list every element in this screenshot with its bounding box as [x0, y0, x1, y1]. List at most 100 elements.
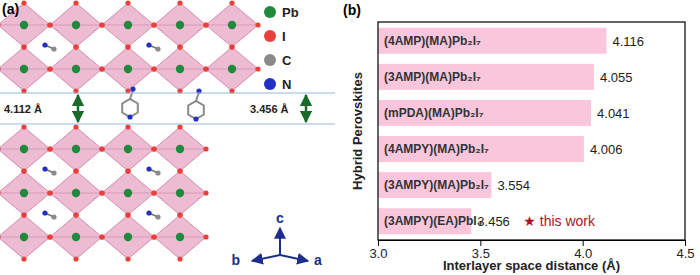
bar: [378, 64, 594, 90]
category-label: (4AMP)(MA)Pb₂I₇: [384, 34, 481, 48]
iodine-atom: [99, 190, 104, 195]
lead-atom: [176, 145, 184, 153]
iodine-atom: [255, 22, 260, 27]
iodine-atom: [203, 66, 208, 71]
category-label: (3AMP)(MA)Pb₂I₇: [384, 70, 481, 84]
iodine-atom: [177, 124, 182, 129]
lead-atom: [124, 21, 132, 29]
iodine-atom: [125, 124, 130, 129]
data-label: 4.041: [597, 106, 630, 121]
iodine-atom: [151, 146, 156, 151]
panel-b: 3.03.54.04.5(4AMP)(MA)Pb₂I₇(3AMP)(MA)Pb₂…: [343, 2, 695, 273]
iodine-atom: [47, 190, 52, 195]
octahedron: [154, 127, 206, 171]
carbon-atom: [51, 214, 56, 219]
tick-mark: [480, 240, 481, 246]
iodine-atom: [203, 66, 208, 71]
category-labels: (4AMP)(MA)Pb₂I₇(3AMP)(MA)Pb₂I₇(mPDA)(MA)…: [384, 34, 489, 228]
lead-atom: [176, 21, 184, 29]
nitrogen-atom: [42, 166, 47, 171]
iodine-atom: [0, 66, 1, 71]
category-label: (4AMPY)(MA)Pb₂I₇: [384, 142, 489, 156]
iodine-atom: [21, 212, 26, 217]
legend-label: C: [282, 53, 292, 68]
iodine-atom: [177, 168, 182, 173]
lead-atom: [20, 189, 28, 197]
octahedron: [0, 127, 50, 171]
nitrogen-atom: [146, 210, 151, 215]
crystal-axis-arrow: [280, 255, 308, 261]
category-label: (3AMPY)(MA)Pb₂I₇: [384, 178, 489, 192]
nitrogen-atom: [146, 166, 151, 171]
iodine-atom: [47, 66, 52, 71]
iodine-atom: [47, 146, 52, 151]
octahedron: [102, 47, 154, 91]
lead-atom: [124, 65, 132, 73]
tick-mark: [685, 240, 686, 246]
iodine-atom: [177, 212, 182, 217]
octahedron: [206, 3, 258, 47]
octahedron: [50, 127, 102, 171]
lead-atom: [124, 145, 132, 153]
lead-atom: [72, 233, 80, 241]
octahedron: [50, 3, 102, 47]
iodine-atom: [0, 190, 1, 195]
lead-atom: [72, 189, 80, 197]
iodine-atom: [99, 234, 104, 239]
distance-arrow: [77, 95, 80, 122]
iodine-atom: [99, 66, 104, 71]
iodine-atom: [73, 44, 78, 49]
iodine-atom: [203, 146, 208, 151]
iodine-atom: [125, 0, 130, 5]
iodine-atom: [203, 22, 208, 27]
iodine-atom: [73, 168, 78, 173]
lead-atom: [20, 21, 28, 29]
category-label: (3AMPY)(EA)PbI₄: [384, 214, 483, 228]
bars: [378, 28, 606, 234]
iodine-atom: [21, 44, 26, 49]
bar: [378, 136, 584, 162]
iodine-atom: [151, 66, 156, 71]
tick-label: 4.5: [676, 246, 694, 261]
lead-atom: [176, 233, 184, 241]
iodine-atom: [177, 256, 182, 261]
figure: 4.112 Å3.456 ÅPbICN(a)bca3.03.54.04.5(4A…: [0, 0, 700, 275]
reference-line: [0, 124, 335, 125]
lead-atom: [176, 65, 184, 73]
iodine-atom: [21, 256, 26, 261]
iodine-atom: [99, 22, 104, 27]
octahedron: [102, 127, 154, 171]
octahedron: [102, 215, 154, 259]
iodine-atom: [125, 168, 130, 173]
iodine-atom: [177, 0, 182, 5]
octahedron: [102, 3, 154, 47]
lead-atom: [72, 145, 80, 153]
octahedron: [50, 215, 102, 259]
iodine-atom: [151, 146, 156, 151]
plot-frame: [378, 22, 685, 240]
legend-swatch: [264, 6, 276, 18]
iodine-atom: [47, 146, 52, 151]
annotation: ★ this work: [523, 213, 596, 229]
iodine-atom: [229, 44, 234, 49]
data-label: 4.116: [612, 34, 644, 49]
lead-atom: [176, 189, 184, 197]
iodine-atom: [21, 212, 26, 217]
spacer-ring: [188, 101, 204, 119]
iodine-atom: [151, 190, 156, 195]
panel-label: (a): [2, 1, 19, 17]
data-label: 4.055: [600, 70, 633, 85]
lead-atom: [228, 21, 236, 29]
crystal-axis-label: b: [231, 252, 240, 268]
nitrogen-atom: [130, 86, 135, 91]
legend-swatch: [264, 78, 276, 90]
nitrogen-atom: [193, 116, 198, 121]
legend-swatch: [264, 30, 276, 42]
tick-mark: [378, 240, 379, 246]
data-label: 3.456: [477, 214, 510, 229]
octahedron: [154, 215, 206, 259]
data-label: 4.006: [590, 142, 623, 157]
iodine-atom: [73, 124, 78, 129]
iodine-atom: [177, 168, 182, 173]
distance-label: 4.112 Å: [4, 103, 42, 115]
